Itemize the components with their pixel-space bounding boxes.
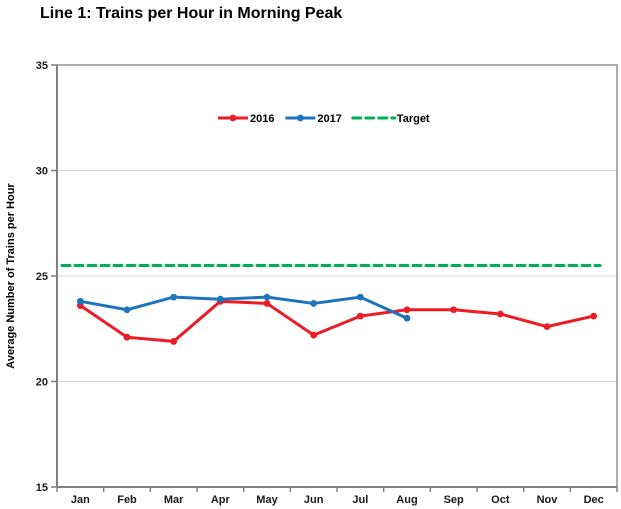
x-tick-label: May: [256, 494, 278, 506]
series-marker-2017: [310, 300, 318, 307]
y-axis-title: Average Number of Trains per Hour: [5, 183, 17, 369]
series-marker-2016: [590, 312, 598, 320]
x-tick-label: Oct: [491, 494, 510, 506]
legend-label-2017: 2017: [317, 113, 341, 125]
y-tick-label: 20: [36, 377, 48, 389]
series-marker-2016: [403, 306, 411, 314]
legend-label-2016: 2016: [250, 113, 274, 125]
x-tick-label: Apr: [211, 494, 231, 506]
legend-marker-2017: [297, 114, 304, 122]
x-tick-label: Jul: [352, 494, 368, 506]
series-marker-2017: [263, 293, 271, 301]
y-tick-label: 15: [36, 482, 48, 494]
x-tick-label: Mar: [164, 494, 184, 506]
x-tick-label: Nov: [537, 494, 559, 506]
series-marker-2017: [170, 293, 178, 301]
series-line-2017: [78, 295, 409, 320]
x-tick-label: Dec: [584, 494, 604, 506]
legend-label-target: Target: [397, 113, 430, 125]
series-marker-2017: [356, 293, 364, 301]
y-tick-label: 30: [36, 166, 48, 178]
series-marker-2017: [403, 314, 411, 322]
x-tick-label: Sep: [444, 494, 464, 506]
series-marker-2016: [450, 306, 458, 314]
series-marker-2016: [356, 312, 364, 320]
x-tick-label: Jan: [71, 494, 90, 506]
x-tick-label: Feb: [117, 494, 137, 506]
series-marker-2016: [123, 333, 131, 341]
series-marker-2016: [543, 323, 551, 331]
x-tick-label: Aug: [396, 494, 417, 506]
series-marker-2017: [123, 306, 131, 314]
series-marker-2016: [496, 310, 504, 318]
series-marker-2016: [310, 331, 318, 339]
series-marker-2016: [170, 338, 178, 345]
y-tick-label: 35: [36, 60, 48, 72]
series-line-2016: [78, 299, 596, 343]
legend-marker-2016: [229, 114, 237, 122]
y-tick-label: 25: [36, 271, 48, 283]
x-tick-label: Jun: [304, 494, 324, 506]
series-marker-2016: [263, 300, 271, 307]
series-marker-2017: [216, 295, 224, 303]
chart-title: Line 1: Trains per Hour in Morning Peak: [40, 5, 343, 22]
series-marker-2017: [76, 297, 84, 305]
